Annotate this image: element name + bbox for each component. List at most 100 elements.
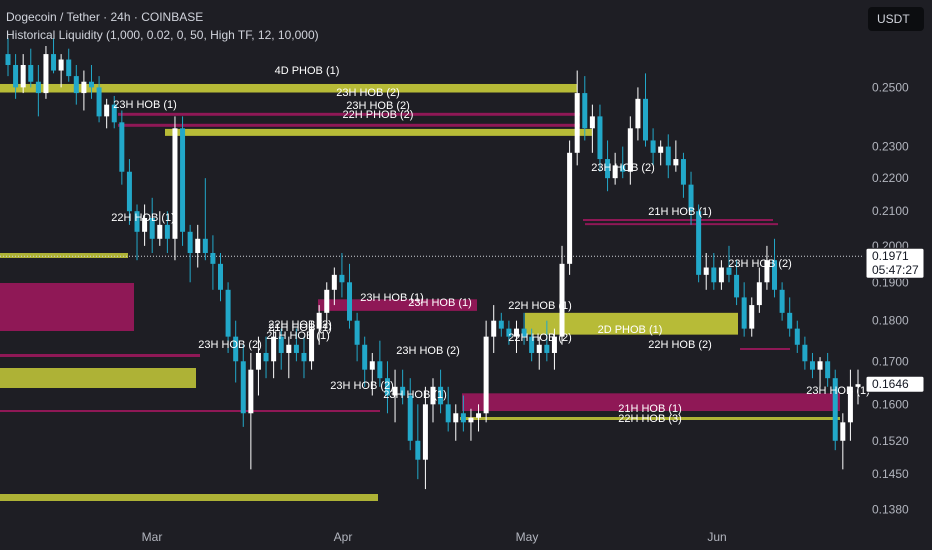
- x-tick-label: Jun: [707, 530, 726, 544]
- candle-body: [551, 336, 557, 353]
- candle-body: [111, 104, 117, 123]
- candle-body: [529, 336, 535, 353]
- candle-body: [445, 404, 451, 423]
- zone-hob-5: [318, 299, 477, 311]
- hob-label: 23H HOB (1): [113, 99, 177, 111]
- candle-body: [627, 128, 633, 172]
- candle-body: [233, 336, 239, 362]
- candle-body: [384, 378, 390, 396]
- candle-body: [324, 289, 330, 313]
- zone-box-extra-7: [583, 219, 773, 221]
- candle-body: [43, 54, 49, 94]
- zone-label: 21H HOB (1): [648, 206, 712, 218]
- candle-body: [392, 386, 398, 396]
- y-tick-label: 0.1700: [872, 354, 909, 368]
- candle-body: [293, 344, 299, 353]
- price-tag-box: [865, 375, 925, 393]
- zone-label: 2D PHOB (1): [598, 324, 663, 336]
- candle-body: [650, 140, 656, 153]
- candle-body: [51, 54, 57, 71]
- zone-box-extra-1: [0, 283, 134, 331]
- y-tick-label: 0.1900: [872, 275, 909, 289]
- candle-body: [164, 224, 170, 239]
- candle-body: [339, 274, 345, 283]
- candle-body: [119, 122, 125, 172]
- candle-body: [498, 320, 504, 329]
- candle-body: [825, 361, 831, 379]
- zone-box-extra-2: [0, 368, 196, 388]
- candle-body: [422, 404, 428, 460]
- candle-body: [438, 386, 444, 405]
- candle-body: [711, 267, 717, 283]
- zone-phob-0: [0, 83, 577, 93]
- zone-phob-6: [525, 312, 738, 335]
- candle-body: [278, 336, 284, 353]
- zone-box-extra-0: [0, 253, 128, 258]
- candle-body: [779, 289, 785, 313]
- price-tag-cursor: 0.1646: [865, 375, 925, 393]
- candle-body: [787, 312, 793, 329]
- zone-label: 22H PHOB (2): [343, 109, 414, 121]
- candle-body: [316, 312, 322, 329]
- candle-body: [703, 267, 709, 275]
- candle-body: [81, 81, 87, 94]
- hob-label: 22H HOB (1): [508, 300, 572, 312]
- y-tick-label: 0.1450: [872, 467, 909, 481]
- candle-body: [400, 386, 406, 396]
- candle-body: [574, 93, 580, 153]
- candle-body: [513, 328, 519, 337]
- candle-body: [157, 224, 163, 239]
- hob-label: 22H HOB (2): [268, 319, 332, 331]
- candle-body: [658, 146, 664, 153]
- hob-label: 23H HOB (2): [728, 258, 792, 270]
- candle-body: [665, 146, 671, 166]
- candle-body: [840, 422, 846, 441]
- candle-body: [597, 116, 603, 160]
- zone-label: 21H HOB (1): [618, 403, 682, 415]
- candle-body: [620, 165, 626, 172]
- y-tick-label: 0.2100: [872, 204, 909, 218]
- time-axis: Mar Apr May Jun: [142, 530, 727, 544]
- y-tick-label: 0.2300: [872, 140, 909, 154]
- candle-body: [506, 328, 512, 337]
- currency-button[interactable]: USDT: [868, 7, 924, 31]
- hob-label: 21H HOB (1): [266, 330, 330, 342]
- indicator-title: Historical Liquidity (1,000, 0.02, 0, 50…: [6, 28, 319, 42]
- candle-body: [309, 328, 315, 362]
- zone-hob-1: [118, 112, 580, 116]
- hob-label: 23H HOB (2): [396, 345, 460, 357]
- candle-body: [847, 386, 853, 423]
- y-tick-label: 0.1380: [872, 502, 909, 516]
- y-tick-label: 0.1520: [872, 434, 909, 448]
- hob-label: 22H HOB (1): [111, 212, 175, 224]
- candle-body: [832, 378, 838, 441]
- candle-body: [301, 352, 307, 362]
- symbol-title: Dogecoin / Tether · 24h · COINBASE: [6, 10, 204, 24]
- x-tick-label: Mar: [142, 530, 163, 544]
- candle-body: [377, 361, 383, 379]
- candle-body: [612, 165, 618, 179]
- zone-label: 4D PHOB (1): [275, 65, 340, 77]
- y-tick-label: 0.2200: [872, 171, 909, 185]
- candle-body: [28, 65, 34, 82]
- candle-body: [96, 87, 102, 117]
- candle-body: [734, 274, 740, 298]
- candle-body: [88, 81, 94, 88]
- zone-label: 23H HOB (2): [336, 87, 400, 99]
- candle-body: [567, 152, 573, 264]
- candle-body: [210, 252, 216, 264]
- candle-body: [142, 218, 148, 232]
- candle-body: [673, 159, 679, 166]
- candle-body: [772, 260, 778, 290]
- zone-hob-2: [118, 123, 580, 127]
- price-tag-value: 0.1971: [872, 249, 909, 263]
- x-tick-label: Apr: [334, 530, 353, 544]
- candle-body: [202, 238, 208, 253]
- price-tag-countdown: 05:47:27: [872, 263, 919, 277]
- candle-body: [688, 184, 694, 212]
- candle-body: [605, 159, 611, 179]
- candle-body: [521, 328, 527, 337]
- zone-label: 23H HOB (2): [346, 100, 410, 112]
